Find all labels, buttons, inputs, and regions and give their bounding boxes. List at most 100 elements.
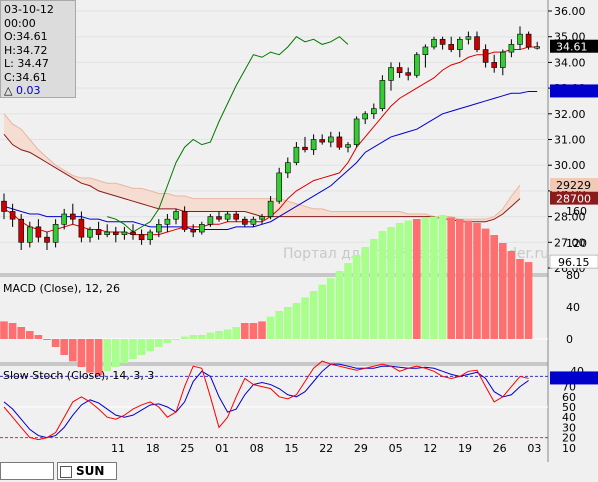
candle-body <box>26 226 33 243</box>
sun-checkbox[interactable] <box>60 466 72 478</box>
candle-body <box>267 200 274 217</box>
candle-body <box>431 38 437 48</box>
macd-bar <box>129 339 137 359</box>
candle-body <box>413 54 420 76</box>
candle-body <box>113 231 119 235</box>
candle-body <box>370 108 377 115</box>
candle-body <box>310 139 317 151</box>
macd-bar <box>292 303 301 339</box>
candle-body <box>517 33 523 45</box>
info-high: H:34.72 <box>4 43 48 57</box>
candle-body <box>104 231 110 235</box>
candle-body <box>61 213 68 225</box>
x-axis-label: 11 <box>111 442 125 455</box>
candle-body <box>284 162 291 174</box>
info-low: L: 34.47 <box>4 57 49 70</box>
macd-bar <box>352 255 361 339</box>
sun-toggle[interactable]: SUN <box>57 462 117 480</box>
x-axis-label: 29 <box>354 442 368 455</box>
candle-body <box>216 216 222 220</box>
candle-body <box>388 67 394 81</box>
macd-bar <box>266 316 275 339</box>
macd-bar <box>284 307 292 339</box>
macd-bar <box>77 339 86 367</box>
candle-body <box>491 62 498 68</box>
x-axis-label: 15 <box>285 442 299 455</box>
info-date: 03-10-12 <box>4 3 54 16</box>
candle-body <box>156 224 162 233</box>
info-delta-value: 0.03 <box>15 84 41 97</box>
macd-bar <box>189 335 197 339</box>
macd-bar <box>490 235 498 339</box>
candle-body <box>534 46 541 49</box>
macd-bar <box>112 339 120 367</box>
price-badge <box>550 191 598 205</box>
macd-bar <box>524 262 533 339</box>
candle-body <box>9 211 16 220</box>
chart-canvas[interactable]: Портал для трейдеров - ForTrader.ru 36.0… <box>0 0 598 462</box>
macd-title: MACD (Close), 12, 26 <box>3 282 120 295</box>
candle-body <box>396 67 403 73</box>
panel-divider[interactable] <box>0 273 598 277</box>
stoch-d-line <box>3 363 529 439</box>
price-badge-label: 32.87 <box>556 85 588 98</box>
stoch-k-line <box>3 360 529 441</box>
stoch-panel[interactable] <box>0 366 548 461</box>
x-axis-label: 18 <box>146 442 160 455</box>
macd-bar <box>413 219 421 339</box>
candle-body <box>1 200 7 212</box>
macd-bar <box>60 339 68 355</box>
macd-tick-label: 0 <box>566 333 573 346</box>
x-axis-label: 22 <box>319 442 333 455</box>
stoch-title: Slow Stoch (Close), 14, 3, 3 <box>3 369 154 382</box>
candle-body <box>345 144 351 148</box>
x-axis-label: 01 <box>215 442 229 455</box>
macd-bar <box>318 284 326 339</box>
x-axis-label: 19 <box>458 442 472 455</box>
macd-bar <box>43 339 51 340</box>
ohlc-info-box: 03-10-12 00:00 O:34.61 H:34.72 L: 34.47 … <box>0 0 76 98</box>
x-axis-label: 05 <box>389 442 403 455</box>
macd-bar <box>438 215 447 339</box>
candle-body <box>276 172 283 202</box>
macd-bar <box>309 291 318 339</box>
price-badge-label: 28700 <box>556 193 591 206</box>
candle-body <box>525 33 532 48</box>
macd-bar <box>8 323 17 339</box>
macd-bar <box>26 331 34 339</box>
price-badge <box>550 178 598 192</box>
candle-body <box>465 36 472 40</box>
candle-body <box>70 213 76 220</box>
x-axis-label: 12 <box>423 442 437 455</box>
candle-body <box>448 44 455 50</box>
candle-body <box>439 38 446 45</box>
price-badge-label: 29229 <box>556 179 591 192</box>
macd-bar <box>137 339 146 355</box>
macd-bar <box>301 297 309 339</box>
macd-bar <box>361 247 369 339</box>
candle-body <box>405 72 412 76</box>
price-tick-label: 27.00 <box>554 236 586 249</box>
price-tick-label: 28.00 <box>554 211 586 224</box>
stoch-tick-label: 20 <box>562 432 576 445</box>
candle-body <box>422 46 429 55</box>
macd-bar <box>206 332 215 339</box>
macd-bar <box>387 227 395 339</box>
candle-body <box>327 136 334 143</box>
candle-body <box>164 218 171 225</box>
macd-bar <box>430 216 438 339</box>
macd-bar <box>249 323 258 339</box>
macd-badge-label: 96.15 <box>558 256 590 269</box>
macd-bar <box>447 217 455 339</box>
info-open: O:34.61 <box>4 30 48 43</box>
macd-bar <box>378 231 387 339</box>
candle-body <box>95 229 102 235</box>
panel-divider[interactable] <box>0 362 598 366</box>
candle-body <box>52 224 59 243</box>
macd-bar <box>421 217 430 339</box>
x-axis-label: 03 <box>527 442 541 455</box>
macd-bar <box>86 339 94 373</box>
symbol-input[interactable] <box>0 462 54 480</box>
candle-body <box>259 216 265 220</box>
macd-bar <box>146 339 154 351</box>
